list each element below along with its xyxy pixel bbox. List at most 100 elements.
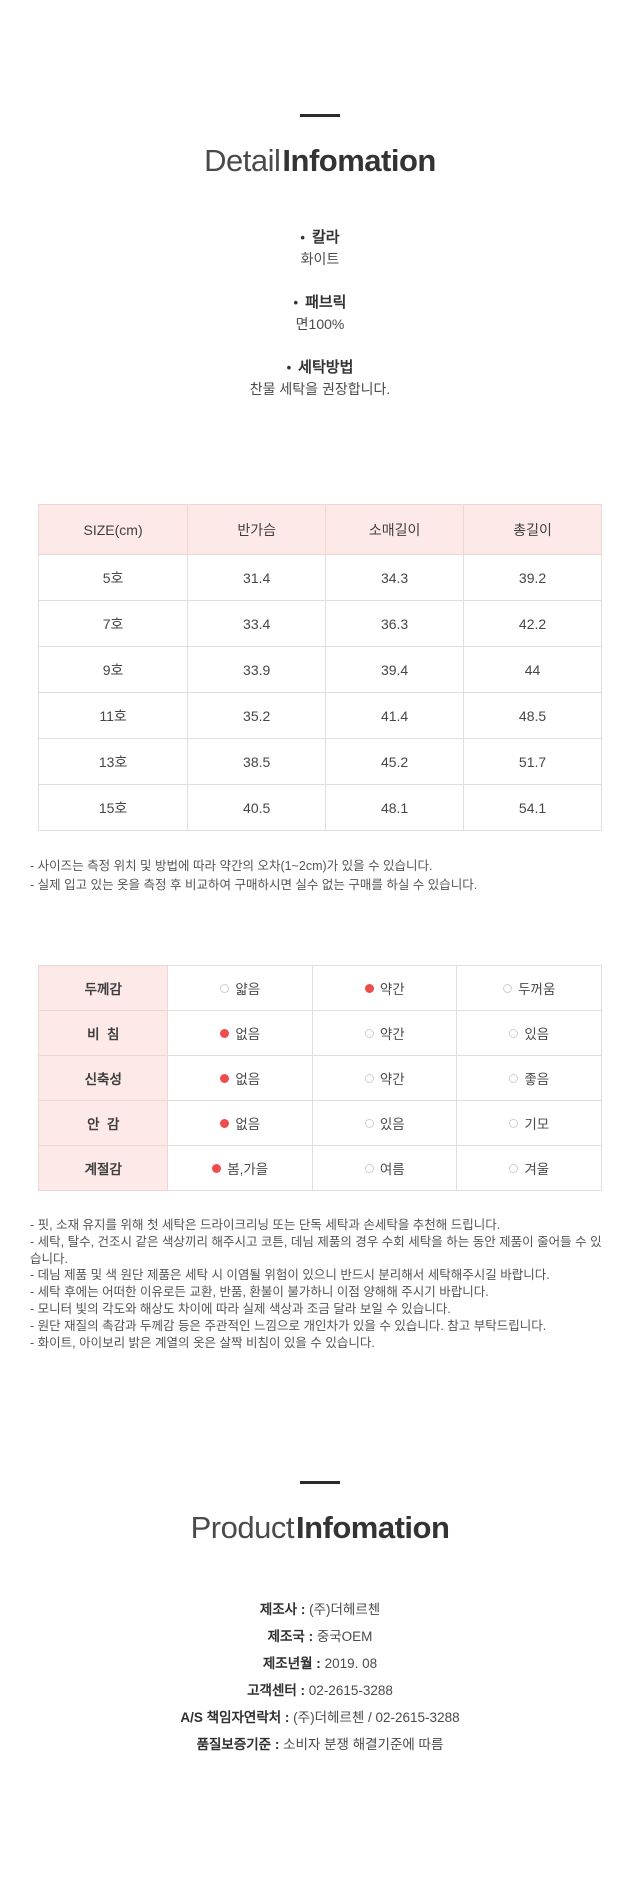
- title-word-light: Detail: [204, 143, 281, 178]
- size-table-header-row: SIZE(cm) 반가슴 소매길이 총길이: [37, 504, 602, 555]
- attribute-option-label: 약간: [379, 982, 405, 997]
- product-field-label: 제조년월 :: [262, 1656, 325, 1672]
- product-field-value: (주)더헤르첸: [309, 1602, 381, 1618]
- size-table-row: 9호 33.9 39.4 44: [37, 646, 602, 693]
- radio-empty-icon: [220, 983, 230, 993]
- attribute-row: 계절감 봄,가을 여름 겨울: [37, 1145, 602, 1191]
- bullet-icon: •: [300, 230, 305, 245]
- size-table-row: 7호 33.4 36.3 42.2: [37, 600, 602, 647]
- product-info-title: ProductInfomation: [0, 1510, 640, 1546]
- radio-empty-icon: [503, 983, 513, 993]
- size-value-cell: 41.4: [325, 692, 465, 739]
- attribute-option: 여름: [364, 1158, 405, 1178]
- detail-item-value: 면100%: [295, 316, 345, 332]
- detail-item-label: 칼라: [311, 229, 340, 246]
- product-field-label: A/S 책임자연락처 :: [180, 1710, 294, 1726]
- attribute-table: 두께감 얇음 약간 두꺼움 비 침 없음 약간 있음 신축성 없음 약간 좋음 …: [37, 965, 602, 1191]
- detail-item-label-row: • 칼라: [0, 227, 640, 248]
- size-column-header: SIZE(cm): [37, 504, 189, 555]
- care-note-line: - 핏, 소재 유지를 위해 첫 세탁은 드라이크리닝 또는 단독 세탁과 손세…: [30, 1218, 501, 1232]
- attribute-option: 얇음: [220, 978, 260, 998]
- product-field-value: 02-2615-3288: [308, 1683, 393, 1699]
- attribute-option: 있음: [364, 1113, 405, 1133]
- size-value-cell: 40.5: [187, 784, 327, 831]
- radio-selected-icon: [220, 1118, 230, 1128]
- care-note-line: - 화이트, 아이보리 밝은 계열의 옷은 살짝 비침이 있을 수 있습니다.: [30, 1335, 375, 1350]
- radio-selected-icon: [364, 983, 374, 993]
- attribute-option-label: 있음: [524, 1027, 550, 1042]
- detail-item: • 칼라 화이트: [0, 227, 640, 270]
- radio-empty-icon: [509, 1028, 519, 1038]
- size-name-cell: 9호: [37, 646, 189, 693]
- attribute-option: 없음: [220, 1068, 260, 1088]
- size-value-cell: 31.4: [187, 554, 327, 601]
- size-table-row: 13호 38.5 45.2 51.7: [37, 738, 602, 785]
- size-table: SIZE(cm) 반가슴 소매길이 총길이 5호 31.4 34.3 39.2 7호 33.4 3…: [37, 504, 602, 831]
- radio-selected-icon: [220, 1073, 230, 1083]
- detail-item-label-row: • 패브릭: [0, 292, 640, 313]
- attribute-option-label: 약간: [379, 1072, 405, 1087]
- attribute-option-cell: 약간: [311, 965, 458, 1011]
- attribute-option: 약간: [364, 1023, 405, 1043]
- size-name-cell: 13호: [37, 738, 189, 785]
- radio-empty-icon: [509, 1163, 519, 1173]
- size-value-cell: 38.5: [187, 738, 327, 785]
- care-note-line: - 세탁 후에는 어떠한 이유로든 교환, 반품, 환불이 불가하니 이점 양해…: [30, 1285, 489, 1300]
- attribute-option-label: 좋음: [524, 1072, 550, 1087]
- product-field-list: 제조사 : (주)더헤르첸 제조국 : 중국OEM 제조년월 : 2019. 0…: [0, 1596, 640, 1758]
- title-word-bold: Infomation: [282, 143, 436, 178]
- product-field: 고객센터 : 02-2615-3288: [0, 1677, 640, 1704]
- attribute-option-cell: 겨울: [456, 1145, 602, 1191]
- attribute-option-label: 얇음: [235, 982, 261, 997]
- size-name-cell: 5호: [37, 554, 189, 601]
- size-value-cell: 48.1: [325, 784, 465, 831]
- product-detail-page: DetailInfomation • 칼라 화이트 • 패브릭 면100% • 세탁방…: [0, 114, 640, 1758]
- attribute-option-cell: 약간: [311, 1055, 458, 1101]
- attribute-option-cell: 두꺼움: [456, 965, 602, 1011]
- detail-item-label-row: • 세탁방법: [0, 357, 640, 378]
- size-value-cell: 36.3: [325, 600, 465, 647]
- size-value-cell: 54.1: [463, 784, 602, 831]
- attribute-option: 약간: [364, 1068, 405, 1088]
- radio-empty-icon: [509, 1118, 519, 1128]
- size-value-cell: 45.2: [325, 738, 465, 785]
- radio-empty-icon: [364, 1118, 374, 1128]
- product-field-label: 고객센터 :: [247, 1683, 309, 1699]
- attribute-label-cell: 계절감: [37, 1145, 169, 1191]
- size-notes: - 사이즈는 측정 위치 및 방법에 따라 약간의 오차(1~2cm)가 있을 …: [30, 857, 610, 895]
- size-name-cell: 15호: [37, 784, 189, 831]
- radio-empty-icon: [509, 1073, 519, 1083]
- product-field: A/S 책임자연락처 : (주)더헤르첸 / 02-2615-3288: [0, 1704, 640, 1731]
- section-divider-line: [300, 114, 340, 117]
- radio-selected-icon: [212, 1163, 222, 1173]
- attribute-option-label: 봄,가을: [227, 1162, 269, 1177]
- attribute-option: 있음: [509, 1023, 549, 1043]
- attribute-option: 없음: [220, 1113, 260, 1133]
- product-field-label: 제조국 :: [267, 1629, 317, 1645]
- attribute-option-label: 겨울: [524, 1162, 550, 1177]
- attribute-option-label: 두꺼움: [518, 982, 556, 997]
- radio-empty-icon: [364, 1163, 374, 1173]
- size-value-cell: 39.2: [463, 554, 602, 601]
- attribute-label-cell: 비 침: [37, 1010, 169, 1056]
- radio-empty-icon: [364, 1028, 374, 1038]
- attribute-label-cell: 두께감: [37, 965, 169, 1011]
- attribute-table-section: 두께감 얇음 약간 두꺼움 비 침 없음 약간 있음 신축성 없음 약간 좋음 …: [37, 965, 602, 1191]
- attribute-option: 봄,가을: [212, 1158, 268, 1178]
- attribute-option-cell: 없음: [167, 1010, 313, 1056]
- product-field: 제조년월 : 2019. 08: [0, 1650, 640, 1677]
- attribute-row: 두께감 얇음 약간 두꺼움: [37, 965, 602, 1011]
- detail-item-value: 화이트: [300, 251, 340, 267]
- attribute-option-cell: 없음: [167, 1055, 313, 1101]
- product-field: 품질보증기준 : 소비자 분쟁 해결기준에 따름: [0, 1731, 640, 1758]
- size-value-cell: 35.2: [187, 692, 327, 739]
- attribute-option: 기모: [509, 1113, 549, 1133]
- care-note-line: - 데님 제품 및 색 원단 제품은 세탁 시 이염될 위험이 있으니 반드시 …: [30, 1268, 550, 1283]
- detail-item-list: • 칼라 화이트 • 패브릭 면100% • 세탁방법 찬물 세탁을 권장합니다.: [0, 227, 640, 400]
- attribute-option-cell: 있음: [311, 1100, 458, 1146]
- care-notes: - 핏, 소재 유지를 위해 첫 세탁은 드라이크리닝 또는 단독 세탁과 손세…: [30, 1217, 610, 1351]
- size-column-header: 반가슴: [187, 504, 327, 555]
- product-info-header: ProductInfomation: [0, 1481, 640, 1546]
- size-value-cell: 44: [463, 646, 602, 693]
- size-table-row: 5호 31.4 34.3 39.2: [37, 554, 602, 601]
